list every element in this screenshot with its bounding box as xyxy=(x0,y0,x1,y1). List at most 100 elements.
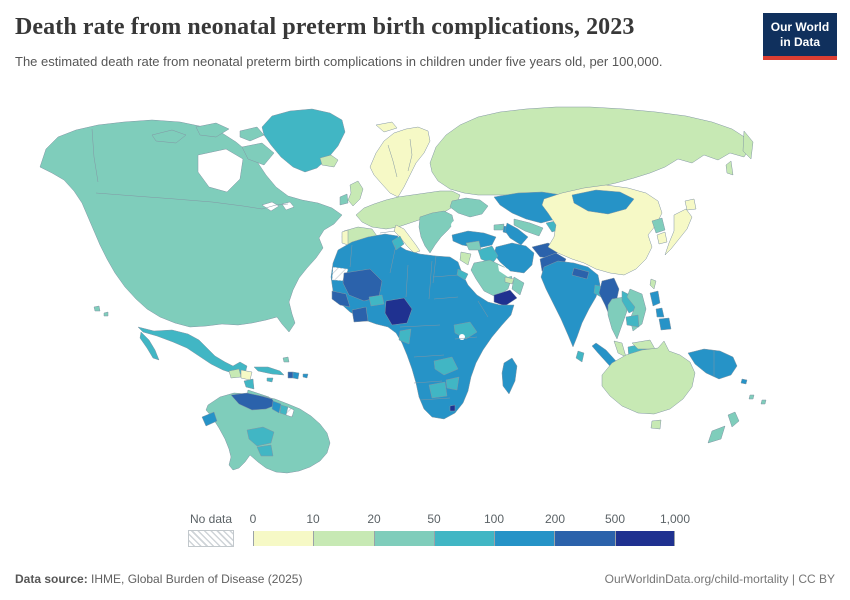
legend-no-data[interactable]: No data xyxy=(188,512,234,547)
legend-bin-20-50[interactable] xyxy=(373,531,434,546)
country-russia-sakhalin[interactable] xyxy=(725,160,734,176)
country-ireland[interactable] xyxy=(339,193,349,206)
country-georgia[interactable] xyxy=(493,223,505,231)
country-cambodia[interactable] xyxy=(625,314,640,328)
country-turkey[interactable] xyxy=(451,230,497,249)
country-guyana[interactable] xyxy=(271,400,282,414)
legend-tick: 1,000 xyxy=(659,512,691,526)
chart-footer: Data source: IHME, Global Burden of Dise… xyxy=(0,572,850,586)
country-fiji-vanuatu[interactable] xyxy=(760,399,767,405)
country-new-zealand[interactable] xyxy=(707,425,726,444)
country-japan-hokkaido[interactable] xyxy=(684,198,697,211)
country-congo-gabon[interactable] xyxy=(398,328,412,345)
country-new-zealand[interactable] xyxy=(727,411,740,428)
country-uganda-kenya[interactable] xyxy=(453,321,478,340)
country-canada-arctic-island[interactable] xyxy=(195,122,230,138)
country-lesotho[interactable] xyxy=(449,404,456,412)
country-svalbard[interactable] xyxy=(375,121,398,133)
country-bolivia[interactable] xyxy=(246,426,275,447)
country-russia[interactable] xyxy=(429,106,751,198)
country-cote-divoire[interactable] xyxy=(351,306,369,323)
country-mexico-baja[interactable] xyxy=(139,331,160,361)
country-french-guiana-no-data[interactable] xyxy=(285,406,295,418)
country-eritrea[interactable] xyxy=(456,268,469,281)
country-fiji-vanuatu[interactable] xyxy=(748,394,755,400)
country-syria[interactable] xyxy=(465,240,482,251)
country-hawaii[interactable] xyxy=(93,305,101,312)
country-zimbabwe[interactable] xyxy=(445,376,460,391)
country-russia-kamchatka[interactable] xyxy=(742,130,754,160)
world-choropleth-map[interactable] xyxy=(0,105,850,510)
legend-bin-100-200[interactable] xyxy=(494,531,555,546)
country-burkina-faso[interactable] xyxy=(368,294,385,307)
country-uae[interactable] xyxy=(504,276,515,285)
owid-url-link[interactable]: OurWorldinData.org/child-mortality xyxy=(604,572,789,586)
country-italy[interactable] xyxy=(393,224,421,254)
page-title: Death rate from neonatal preterm birth c… xyxy=(15,14,635,40)
country-iceland[interactable] xyxy=(319,154,339,168)
country-japan[interactable] xyxy=(664,208,693,256)
country-dominican-republic[interactable] xyxy=(292,371,300,380)
country-puerto-rico[interactable] xyxy=(302,373,309,379)
country-papua-new-guinea[interactable] xyxy=(687,348,738,380)
country-greenland[interactable] xyxy=(261,108,346,173)
country-australia[interactable] xyxy=(601,340,696,415)
country-nicaragua[interactable] xyxy=(243,378,255,390)
country-hawaii[interactable] xyxy=(103,311,109,317)
country-china[interactable] xyxy=(541,184,663,276)
owid-logo-line2: in Data xyxy=(779,35,820,49)
owid-logo[interactable]: Our World in Data xyxy=(763,13,837,60)
legend-bin-200-500[interactable] xyxy=(554,531,615,546)
country-zambia[interactable] xyxy=(433,356,459,376)
country-canada-arctic-island[interactable] xyxy=(239,126,265,142)
country-scandinavia[interactable] xyxy=(369,126,431,198)
country-india[interactable] xyxy=(540,260,601,348)
country-portugal[interactable] xyxy=(341,229,349,246)
black-sea xyxy=(451,217,485,233)
country-sri-lanka[interactable] xyxy=(575,350,585,363)
country-philippines[interactable] xyxy=(649,290,661,307)
country-tunisia[interactable] xyxy=(391,235,405,251)
country-yemen[interactable] xyxy=(493,289,518,307)
legend-bin-0-10[interactable] xyxy=(253,531,314,546)
owid-logo-line1: Our World xyxy=(770,20,830,34)
country-malaysia-peninsula[interactable] xyxy=(613,340,627,358)
country-canada-arctic-island[interactable] xyxy=(151,129,187,144)
country-philippines[interactable] xyxy=(658,317,672,331)
country-australia-tasmania[interactable] xyxy=(650,419,662,430)
country-taiwan[interactable] xyxy=(649,278,657,290)
country-oman[interactable] xyxy=(511,276,525,296)
legend-tick: 0 xyxy=(249,512,257,526)
country-honduras[interactable] xyxy=(240,369,253,381)
country-solomon-islands[interactable] xyxy=(740,378,748,385)
country-philippines[interactable] xyxy=(655,307,665,318)
country-nepal[interactable] xyxy=(571,267,590,280)
country-ukraine[interactable] xyxy=(449,197,489,218)
country-uk[interactable] xyxy=(347,180,364,207)
country-uzbekistan[interactable] xyxy=(513,218,544,237)
country-mongolia[interactable] xyxy=(571,189,635,215)
country-north-korea[interactable] xyxy=(651,217,666,234)
legend-bin-500-1000[interactable] xyxy=(614,531,675,546)
country-balkans[interactable] xyxy=(418,210,455,254)
country-iran[interactable] xyxy=(493,242,535,274)
legend-bin-50-100[interactable] xyxy=(433,531,495,546)
country-borders xyxy=(91,128,715,401)
country-ecuador[interactable] xyxy=(201,411,218,427)
country-mexico[interactable] xyxy=(137,326,248,375)
country-haiti[interactable] xyxy=(287,371,294,379)
legend-bin-10-20[interactable] xyxy=(313,531,374,546)
country-senegal-guinea[interactable] xyxy=(331,290,351,308)
country-jamaica[interactable] xyxy=(266,377,274,383)
country-south-korea[interactable] xyxy=(656,231,668,245)
country-cuba[interactable] xyxy=(253,366,285,376)
country-canada-baffin-island[interactable] xyxy=(241,142,275,166)
country-iraq[interactable] xyxy=(477,245,499,265)
country-israel-jordan[interactable] xyxy=(459,251,472,266)
country-botswana[interactable] xyxy=(428,381,448,399)
country-madagascar[interactable] xyxy=(501,357,518,395)
country-nigeria[interactable] xyxy=(384,297,413,326)
country-bahamas[interactable] xyxy=(282,356,290,363)
legend-tick: 500 xyxy=(604,512,626,526)
country-paraguay[interactable] xyxy=(256,444,274,457)
